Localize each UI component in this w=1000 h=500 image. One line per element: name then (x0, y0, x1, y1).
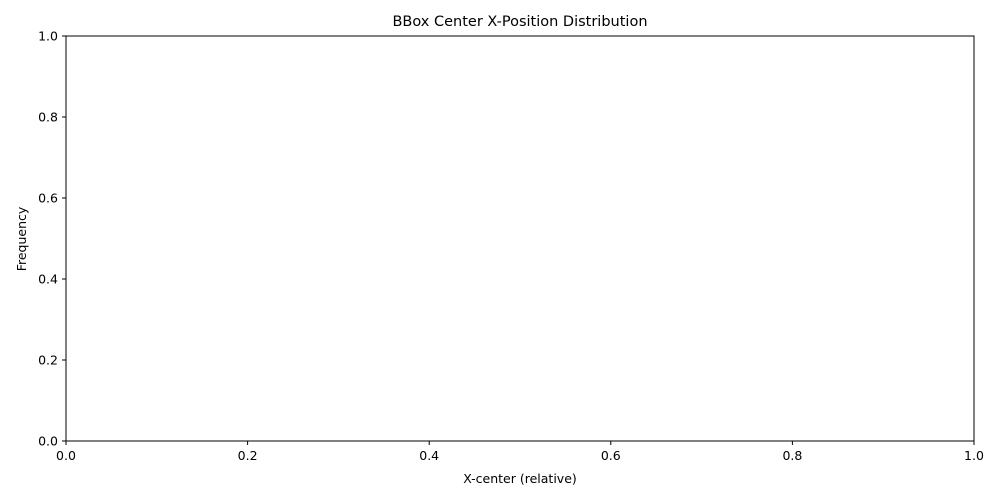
x-axis-ticks: 0.0 0.2 0.4 0.6 0.8 1.0 (56, 441, 984, 463)
x-tick-label: 1.0 (964, 448, 984, 463)
x-axis-label: X-center (relative) (463, 471, 577, 486)
y-axis-label: Frequency (14, 206, 29, 271)
plot-area (65, 35, 975, 442)
y-axis-ticks: 0.0 0.2 0.4 0.6 0.8 1.0 (38, 29, 66, 449)
y-tick-label: 0.6 (38, 191, 58, 206)
y-tick-label: 0.4 (38, 272, 58, 287)
x-tick-label: 0.2 (238, 448, 258, 463)
x-tick-label: 0.0 (56, 448, 76, 463)
chart-title: BBox Center X-Position Distribution (392, 14, 647, 30)
y-tick-label: 0.8 (38, 110, 58, 125)
x-tick-label: 0.6 (601, 448, 621, 463)
x-tick-label: 0.8 (782, 448, 802, 463)
y-tick-label: 0.0 (38, 434, 58, 449)
y-tick-label: 1.0 (38, 29, 58, 44)
x-tick-label: 0.4 (419, 448, 439, 463)
y-tick-label: 0.2 (38, 353, 58, 368)
